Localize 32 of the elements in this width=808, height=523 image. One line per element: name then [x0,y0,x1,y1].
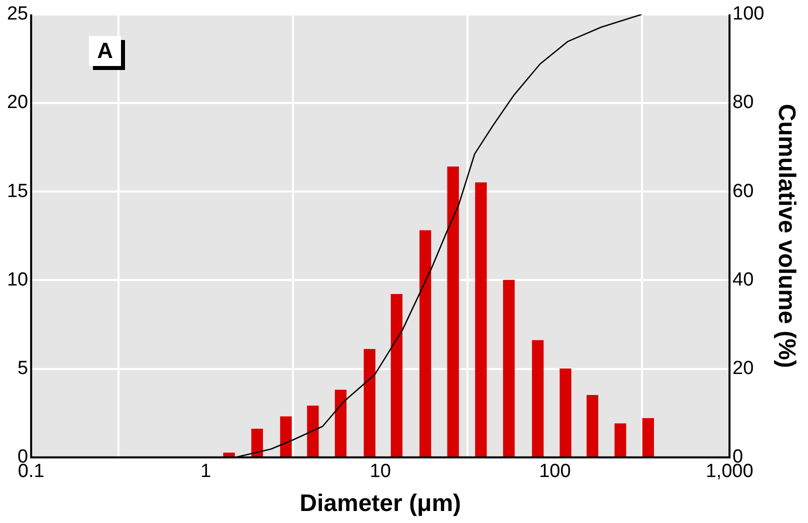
y2-tick-label: 20 [732,358,754,380]
y-tick-label: 20 [6,92,28,114]
bar [307,406,319,457]
bar [251,428,263,457]
x-axis-title: Diameter (μm) [300,490,462,518]
bar [475,182,487,457]
y2-axis-title: Cumulative volume (%) [772,104,800,368]
y2-tick-label: 60 [732,180,754,202]
y2-tick-label: 80 [732,92,754,114]
bar [642,418,654,457]
x-tick-label: 1 [200,461,212,482]
y2-tick-label: 100 [732,4,764,25]
bar [280,416,292,457]
bar [419,230,432,457]
bar [586,395,598,457]
bar [334,390,347,457]
y2-tick-label: 40 [732,269,754,290]
bar [560,368,572,457]
y-tick-label: 10 [6,269,28,290]
x-tick-label: 10 [370,461,391,482]
y-tick-label: 25 [6,4,28,25]
bar [223,452,235,457]
bar [447,166,459,457]
x-tick-label: 100 [539,461,571,482]
y-tick-label: 15 [6,180,28,202]
bar [532,340,544,457]
annotation: A [89,36,122,66]
bar [614,423,626,457]
bar [503,280,515,457]
bar [390,294,402,457]
bar [364,348,376,457]
y-tick-label: 5 [18,358,28,380]
